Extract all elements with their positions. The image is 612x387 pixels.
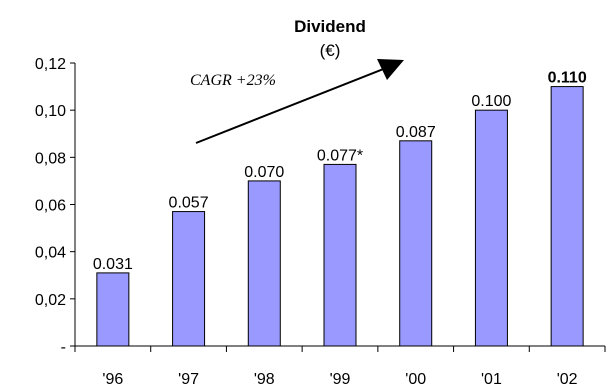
- cagr-arrow-line: [195, 67, 387, 144]
- y-tick-label: 0,02: [35, 292, 66, 309]
- data-label: 0.057: [169, 195, 209, 212]
- x-tick-label: '96: [102, 371, 123, 387]
- bars: [96, 86, 584, 347]
- data-label: 0.087: [396, 124, 436, 141]
- data-label: 0.070: [244, 164, 284, 181]
- x-tick-label: '98: [254, 371, 275, 387]
- chart-unit: (€): [320, 41, 341, 60]
- x-tick-label: '00: [405, 371, 426, 387]
- cagr-arrow: [195, 59, 404, 144]
- y-tick-label: -: [61, 339, 66, 356]
- x-tick-label: '01: [481, 371, 502, 387]
- y-tick-label: 0,06: [35, 198, 66, 215]
- chart-title: Dividend: [294, 17, 366, 36]
- bar: [474, 109, 508, 347]
- data-label: 0.031: [93, 256, 133, 273]
- x-tick-label: '99: [330, 371, 351, 387]
- data-label: 0.110: [548, 70, 587, 87]
- bar: [247, 180, 281, 347]
- y-tick-label: 0,04: [35, 245, 66, 262]
- cagr-arrow-head: [377, 59, 404, 80]
- bar: [550, 86, 584, 347]
- data-label: 0.077*: [317, 147, 363, 164]
- data-labels: 0.031 0.057 0.070 0.077* 0.087 0.100 0.110: [93, 70, 587, 273]
- y-tick-label: 0,08: [35, 150, 66, 167]
- bar: [323, 163, 357, 347]
- cagr-annotation: CAGR +23%: [190, 72, 276, 89]
- bar: [96, 272, 130, 347]
- y-tick-label: 0,12: [35, 56, 66, 73]
- bar: [399, 140, 433, 347]
- data-label: 0.100: [471, 93, 511, 110]
- x-tick-label: '97: [178, 371, 199, 387]
- x-tick-label: '02: [557, 371, 578, 387]
- axes: - 0,02 0,04 0,06 0,08 0,10 0,12 '96 '97 '98 '99 '00…: [35, 56, 606, 387]
- y-tick-label: 0,10: [35, 103, 66, 120]
- bar: [172, 211, 206, 347]
